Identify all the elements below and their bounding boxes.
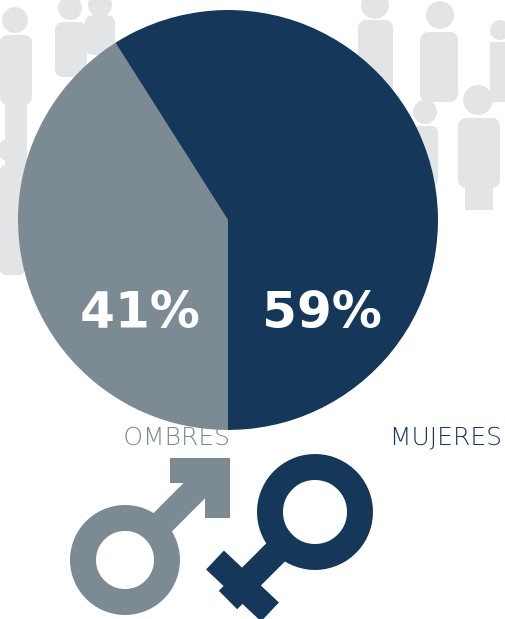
category-label: MUJERES	[390, 422, 502, 451]
value-label: 41%	[80, 282, 200, 340]
pie: 41% 59%	[18, 10, 439, 431]
pie-slice	[115, 10, 439, 431]
value-label: 59%	[262, 282, 382, 340]
category-label: OMBRES	[123, 422, 230, 451]
male-symbol	[70, 458, 230, 615]
background-people	[0, 0, 505, 275]
pie-slice	[18, 42, 229, 431]
female-symbol	[206, 454, 373, 619]
